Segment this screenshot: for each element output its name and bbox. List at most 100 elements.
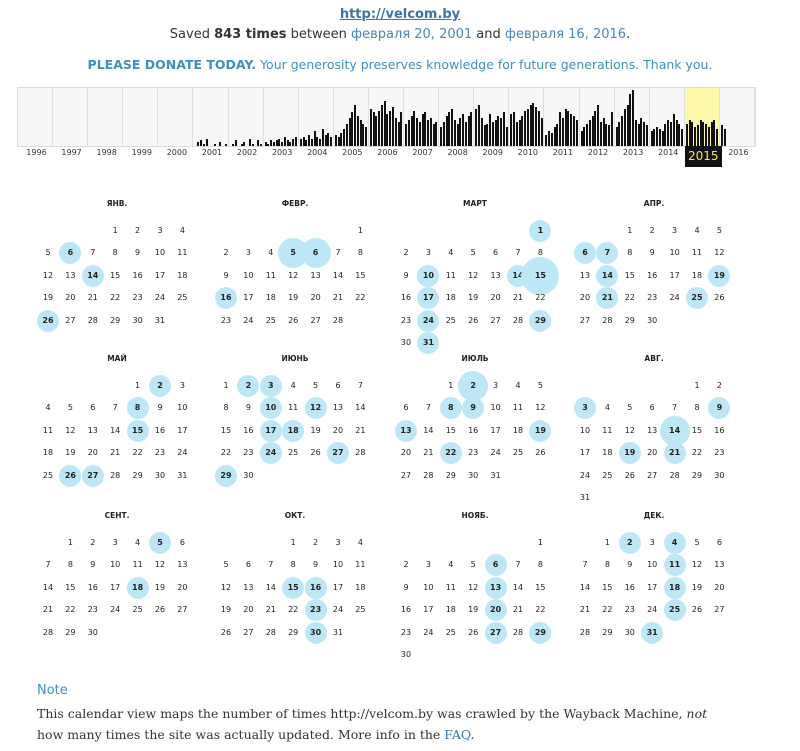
year-label-2001[interactable]: 2001 bbox=[201, 148, 223, 157]
calendar-day-capture[interactable]: 30 bbox=[304, 621, 327, 644]
calendar-day-capture[interactable]: 26 bbox=[59, 464, 82, 487]
donate-bold[interactable]: PLEASE DONATE TODAY. bbox=[87, 57, 257, 72]
calendar-day-capture[interactable]: 29 bbox=[529, 621, 552, 644]
year-label-2003[interactable]: 2003 bbox=[271, 148, 293, 157]
calendar-day-capture[interactable]: 8 bbox=[439, 397, 462, 420]
calendar-day-capture[interactable]: 2 bbox=[237, 375, 260, 397]
sparkline-year-2003[interactable] bbox=[264, 88, 299, 146]
calendar-day-capture[interactable]: 26 bbox=[37, 309, 59, 332]
donate-banner[interactable]: PLEASE DONATE TODAY. Your generosity pre… bbox=[0, 57, 800, 72]
calendar-day-capture[interactable]: 22 bbox=[439, 442, 462, 465]
year-label-1999[interactable]: 1999 bbox=[131, 148, 152, 157]
faq-link[interactable]: FAQ bbox=[444, 727, 471, 742]
calendar-day-capture[interactable]: 25 bbox=[663, 599, 686, 622]
calendar-day-capture[interactable]: 9 bbox=[708, 397, 731, 420]
calendar-day-capture[interactable]: 13 bbox=[395, 419, 417, 442]
sparkline-year-2001[interactable] bbox=[193, 88, 229, 146]
year-label-2014[interactable]: 2014 bbox=[658, 148, 679, 157]
year-label-2007[interactable]: 2007 bbox=[412, 148, 433, 157]
calendar-day-capture[interactable]: 8 bbox=[126, 397, 149, 420]
last-capture-link[interactable]: февраля 16, 2016 bbox=[504, 27, 627, 42]
year-label-2008[interactable]: 2008 bbox=[447, 148, 468, 157]
calendar-day-capture[interactable]: 15 bbox=[126, 419, 149, 442]
sparkline-year-2013[interactable] bbox=[615, 88, 650, 146]
sparkline-year-2002[interactable] bbox=[229, 88, 264, 146]
calendar-day-capture[interactable]: 3 bbox=[259, 375, 282, 397]
calendar-day-capture[interactable]: 23 bbox=[304, 599, 327, 622]
calendar-day-capture[interactable]: 2 bbox=[458, 371, 489, 401]
calendar-day-capture[interactable]: 29 bbox=[215, 464, 237, 487]
calendar-day-capture[interactable]: 7 bbox=[596, 242, 619, 265]
calendar-day-capture[interactable]: 3 bbox=[574, 397, 596, 420]
calendar-day-capture[interactable]: 11 bbox=[663, 554, 686, 577]
donate-text[interactable]: Your generosity preserves knowledge for … bbox=[256, 57, 713, 72]
calendar-day-capture[interactable]: 29 bbox=[529, 309, 552, 332]
sparkline-year-2006[interactable] bbox=[369, 88, 405, 146]
calendar-day-capture[interactable]: 27 bbox=[327, 442, 349, 465]
calendar-day-capture[interactable]: 16 bbox=[304, 576, 327, 599]
calendar-day-capture[interactable]: 10 bbox=[259, 397, 282, 420]
sparkline-year-2014[interactable] bbox=[650, 88, 685, 146]
calendar-day-capture[interactable]: 6 bbox=[59, 242, 82, 265]
year-label-2012[interactable]: 2012 bbox=[587, 148, 609, 157]
sparkline-year-2000[interactable] bbox=[158, 88, 194, 146]
sparkline-year-2007[interactable] bbox=[404, 88, 440, 146]
calendar-day-capture[interactable]: 1 bbox=[529, 220, 552, 242]
calendar-day-capture[interactable]: 5 bbox=[149, 532, 171, 554]
sparkline-year-2015[interactable] bbox=[684, 88, 720, 146]
calendar-day-capture[interactable]: 21 bbox=[663, 442, 686, 465]
year-label-2011[interactable]: 2011 bbox=[552, 148, 574, 157]
calendar-day-capture[interactable]: 15 bbox=[521, 256, 560, 295]
calendar-day-capture[interactable]: 17 bbox=[259, 419, 282, 442]
year-label-2009[interactable]: 2009 bbox=[482, 148, 503, 157]
sparkline-year-1996[interactable] bbox=[18, 88, 54, 146]
year-label-2002[interactable]: 2002 bbox=[236, 148, 258, 157]
first-capture-link[interactable]: февраля 20, 2001 bbox=[351, 27, 473, 42]
calendar-day-capture[interactable]: 19 bbox=[618, 442, 641, 465]
calendar-day-capture[interactable]: 2 bbox=[149, 375, 171, 397]
year-label-2000[interactable]: 2000 bbox=[166, 148, 188, 157]
calendar-day-capture[interactable]: 31 bbox=[417, 332, 440, 354]
calendar-day-capture[interactable]: 6 bbox=[484, 554, 507, 577]
calendar-day-capture[interactable]: 19 bbox=[708, 264, 731, 287]
calendar-day-capture[interactable]: 25 bbox=[686, 287, 708, 310]
sparkline-year-2012[interactable] bbox=[580, 88, 615, 146]
sparkline-year-2005[interactable] bbox=[334, 88, 369, 146]
calendar-day-capture[interactable]: 17 bbox=[417, 287, 440, 310]
calendar-day-capture[interactable]: 21 bbox=[596, 287, 619, 310]
year-label-2005[interactable]: 2005 bbox=[342, 148, 363, 157]
calendar-day-capture[interactable]: 4 bbox=[663, 532, 686, 554]
sparkline-year-2004[interactable] bbox=[299, 88, 334, 146]
capture-sparkline[interactable] bbox=[17, 87, 756, 147]
sparkline-year-2008[interactable] bbox=[439, 88, 475, 146]
calendar-day-capture[interactable]: 2 bbox=[618, 532, 641, 554]
calendar-day-capture[interactable]: 27 bbox=[484, 621, 507, 644]
calendar-day-capture[interactable]: 18 bbox=[282, 419, 305, 442]
sparkline-year-1999[interactable] bbox=[123, 88, 159, 146]
year-label-2010[interactable]: 2010 bbox=[517, 148, 538, 157]
year-label-2004[interactable]: 2004 bbox=[307, 148, 328, 157]
sparkline-year-2016[interactable] bbox=[720, 88, 755, 146]
calendar-day-capture[interactable]: 14 bbox=[659, 415, 690, 446]
year-label-1997[interactable]: 1997 bbox=[61, 148, 82, 157]
site-url-link[interactable]: http://velcom.by bbox=[339, 7, 461, 22]
calendar-day-capture[interactable]: 10 bbox=[417, 264, 440, 287]
calendar-day-capture[interactable]: 12 bbox=[304, 397, 327, 420]
calendar-day-capture[interactable]: 6 bbox=[300, 238, 331, 269]
year-label-2013[interactable]: 2013 bbox=[622, 148, 644, 157]
year-label-2016[interactable]: 2016 bbox=[728, 148, 749, 157]
sparkline-year-2011[interactable] bbox=[544, 88, 580, 146]
year-label-1998[interactable]: 1998 bbox=[96, 148, 117, 157]
sparkline-year-2009[interactable] bbox=[474, 88, 510, 146]
sparkline-year-2010[interactable] bbox=[509, 88, 545, 146]
calendar-day-capture[interactable]: 14 bbox=[81, 264, 104, 287]
calendar-day-capture[interactable]: 24 bbox=[417, 309, 440, 332]
calendar-day-capture[interactable]: 14 bbox=[596, 264, 619, 287]
calendar-day-capture[interactable]: 24 bbox=[259, 442, 282, 465]
calendar-day-capture[interactable]: 18 bbox=[126, 576, 149, 599]
calendar-day-capture[interactable]: 27 bbox=[81, 464, 104, 487]
calendar-day-capture[interactable]: 18 bbox=[663, 576, 686, 599]
sparkline-year-1998[interactable] bbox=[88, 88, 124, 146]
calendar-day-capture[interactable]: 6 bbox=[574, 242, 596, 265]
calendar-day-capture[interactable]: 19 bbox=[529, 419, 552, 442]
